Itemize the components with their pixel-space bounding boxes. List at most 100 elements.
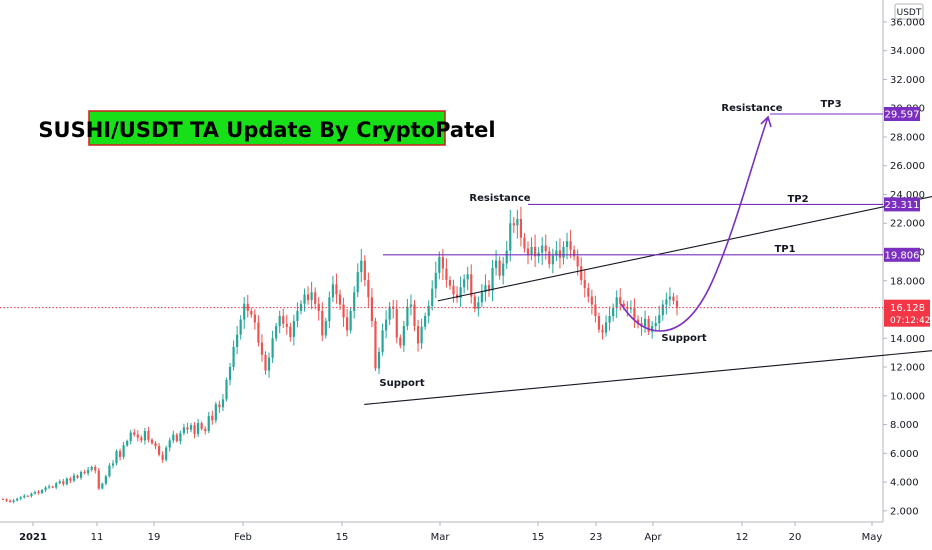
candle [612, 303, 615, 322]
candle [285, 314, 288, 335]
candle-body [516, 218, 519, 226]
candle-body [345, 317, 349, 331]
candle [665, 292, 668, 315]
candle-body [207, 415, 210, 432]
candle-body [289, 326, 292, 337]
candle [37, 490, 40, 495]
candle-body [310, 292, 313, 301]
candle [484, 274, 487, 302]
candle [104, 474, 107, 486]
target-name-tp1: TP1 [774, 244, 795, 255]
badge-label: 23.311 [885, 200, 920, 211]
candle-body [72, 475, 76, 481]
candle-body [555, 250, 558, 256]
candle-body [189, 425, 193, 430]
candle [502, 256, 505, 285]
candle-body [587, 287, 590, 297]
candle-body [636, 319, 640, 324]
candle-body [349, 310, 352, 331]
candle [338, 289, 342, 311]
x-axis-ticks: 2021 11 19 Feb 15 Mar 15 23 Apr 12 20 May [19, 522, 882, 543]
candle [356, 263, 359, 298]
candle-body [69, 478, 72, 481]
candle-body [23, 495, 26, 498]
candle [455, 286, 459, 303]
candle-body [282, 315, 285, 324]
candle [207, 411, 210, 434]
candle [48, 484, 51, 490]
candle [388, 302, 391, 325]
candle-body [101, 483, 104, 489]
candle-body [193, 425, 196, 434]
candle [526, 241, 530, 265]
candle-body [608, 315, 611, 323]
target-name-tp2: TP2 [787, 194, 808, 205]
candle [314, 287, 317, 310]
x-tick-label: Feb [234, 532, 252, 543]
candle [477, 296, 480, 317]
candle-body [601, 329, 604, 333]
candle-body [526, 248, 530, 255]
candle [331, 275, 335, 303]
candle-body [303, 294, 306, 304]
candle-body [658, 315, 661, 324]
candle-body [260, 342, 264, 355]
candle [345, 309, 349, 337]
candle-body [179, 433, 182, 442]
candle-body [544, 245, 547, 252]
candle-body [523, 237, 526, 249]
candle [434, 261, 437, 299]
candle-body [622, 303, 625, 307]
candle-body [165, 447, 168, 460]
candle [551, 248, 554, 274]
candle-body [512, 223, 515, 226]
candle-body [377, 351, 381, 369]
candle-body [487, 285, 491, 291]
candle [353, 286, 356, 319]
y-tick-label: 10.000 [890, 391, 925, 402]
candle [126, 439, 129, 447]
candle [253, 309, 256, 330]
candle [69, 476, 72, 484]
candle-body [232, 346, 235, 368]
candle [654, 315, 657, 331]
y-tick-label: 28.000 [890, 132, 925, 143]
candle [175, 433, 178, 443]
candle-body [370, 297, 374, 322]
x-tick-label: 12 [736, 532, 749, 543]
candle [101, 482, 104, 490]
candle-body [236, 334, 239, 347]
currency-label: USDT [897, 8, 922, 18]
candle-body [470, 274, 473, 297]
candle-body [562, 246, 565, 258]
candle [243, 297, 246, 329]
candle-body [33, 492, 37, 494]
candle-body [509, 223, 512, 251]
candle [140, 435, 143, 443]
candle-body [108, 465, 111, 477]
candle-body [200, 423, 203, 429]
candle-body [271, 338, 274, 358]
candle-body [16, 498, 19, 501]
candle [377, 347, 381, 375]
candle-body [335, 284, 338, 295]
candle-body [228, 367, 232, 380]
candle-body [118, 451, 122, 457]
candle-body [87, 469, 90, 474]
candle-body [26, 495, 29, 497]
y-tick-label: 36.000 [890, 17, 925, 28]
candle [62, 478, 65, 487]
candle [463, 274, 466, 294]
candle [523, 233, 526, 253]
candle [562, 241, 565, 265]
candle [260, 334, 264, 362]
candle-body [150, 439, 154, 444]
candle [292, 314, 295, 346]
candle-body [427, 305, 430, 316]
candle [150, 438, 154, 445]
candle-body [594, 304, 597, 316]
candle [459, 276, 462, 308]
badge-bg [884, 197, 920, 212]
candle-body [19, 497, 22, 499]
